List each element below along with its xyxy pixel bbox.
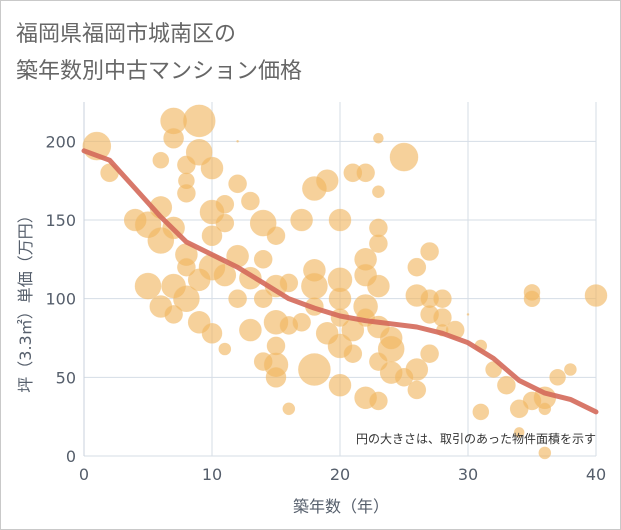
bubble-point xyxy=(405,358,429,381)
bubble-point xyxy=(549,368,566,386)
bubble-point xyxy=(173,285,200,313)
bubble-point xyxy=(177,257,196,277)
bubble-point xyxy=(228,289,247,309)
bubble-point xyxy=(236,140,239,143)
bubble-point xyxy=(343,344,363,364)
x-axis-label: 築年数（年） xyxy=(293,497,389,516)
bubble-point xyxy=(497,375,516,395)
bubble-point xyxy=(466,313,470,316)
bubble-point xyxy=(177,155,196,175)
bubble-point xyxy=(564,363,577,376)
bubble-point xyxy=(253,249,273,269)
bubble-point xyxy=(389,142,419,172)
bubble-point xyxy=(201,225,223,246)
bubble-point xyxy=(228,174,247,194)
bubble-point xyxy=(152,151,170,169)
bubble-point xyxy=(266,226,286,245)
bubble-point xyxy=(218,342,232,356)
bubble-point xyxy=(290,208,313,232)
bubble-point xyxy=(367,274,390,298)
bubble-point xyxy=(433,289,452,309)
bubble-point xyxy=(328,373,352,397)
bubble-point xyxy=(201,322,223,344)
chart-title-line2: 築年数別中古マンション価格 xyxy=(16,59,303,84)
bubble-point xyxy=(328,287,352,311)
bubble-point xyxy=(328,208,352,232)
bubble-point xyxy=(301,272,328,300)
x-tick-label: 0 xyxy=(79,465,89,484)
bubble-point xyxy=(373,132,384,144)
bubble-point xyxy=(538,446,552,460)
x-tick-label: 40 xyxy=(586,465,606,484)
trend-line xyxy=(81,148,599,415)
bubble-point xyxy=(356,163,375,183)
bubble-point xyxy=(369,218,388,238)
bubble-point xyxy=(420,242,439,261)
bubble-point xyxy=(241,191,260,211)
bubble-point xyxy=(215,195,235,214)
bubble-point xyxy=(282,402,296,416)
bubble-point xyxy=(315,169,339,192)
y-axis-label: 坪（3.3㎡）単価（万円） xyxy=(16,207,35,392)
bubble-point xyxy=(369,391,388,411)
y-tick-label: 150 xyxy=(45,211,76,230)
bubble-point xyxy=(163,127,184,149)
bubble-point xyxy=(253,289,273,309)
bubble-layer xyxy=(82,104,608,460)
bubble-point xyxy=(372,185,385,198)
bubble-point xyxy=(215,213,235,233)
x-tick-label: 10 xyxy=(202,465,222,484)
bubble-point xyxy=(407,257,427,277)
x-tick-label: 30 xyxy=(458,465,478,484)
y-tick-label: 0 xyxy=(66,447,76,466)
bubble-point xyxy=(266,336,286,356)
bubble-point xyxy=(292,312,311,332)
bubble-point xyxy=(538,402,552,416)
bubble-point xyxy=(134,272,162,300)
bubble-point xyxy=(298,353,331,386)
bubble-point xyxy=(265,366,287,388)
bubble-point xyxy=(420,344,439,364)
y-tick-label: 50 xyxy=(56,368,76,387)
y-tick-label: 200 xyxy=(45,132,76,151)
chart-annotation: 円の大きさは、取引のあった物件面積を示す xyxy=(356,431,596,446)
bubble-point xyxy=(177,184,196,203)
bubble-point xyxy=(472,403,490,421)
bubble-point xyxy=(523,290,541,308)
bubble-point xyxy=(279,273,299,293)
y-tick-label: 100 xyxy=(45,290,76,309)
tick-labels: 0 50 100 150 200 0 10 20 30 40 xyxy=(45,132,606,484)
chart-title-line1: 福岡県福岡市城南区の xyxy=(16,22,237,47)
bubble-point xyxy=(239,318,262,342)
bubble-point xyxy=(369,234,388,253)
bubble-point xyxy=(200,156,224,180)
bubble-point xyxy=(164,305,183,324)
bubble-point xyxy=(213,263,237,287)
bubble-point xyxy=(513,427,525,438)
bubble-point xyxy=(407,380,427,400)
bubble-point xyxy=(182,104,216,138)
x-tick-label: 20 xyxy=(330,465,350,484)
bubble-point xyxy=(584,284,608,307)
